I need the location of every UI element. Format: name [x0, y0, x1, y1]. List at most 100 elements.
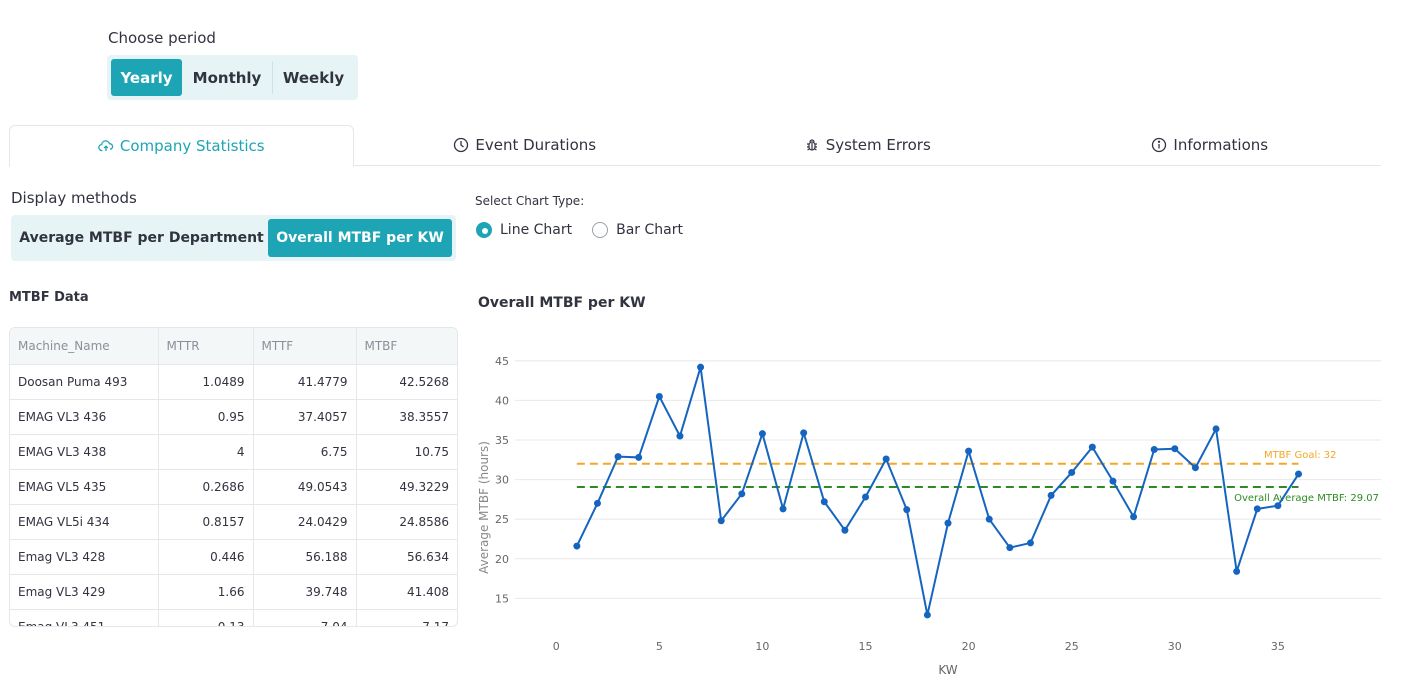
data-point — [1088, 443, 1096, 451]
reference-line-label: MTBF Goal: 32 — [1264, 450, 1337, 461]
data-point — [985, 515, 993, 523]
data-point — [676, 432, 684, 440]
x-tick-label: 10 — [755, 640, 769, 653]
data-point — [1150, 446, 1158, 453]
y-tick-label: 45 — [495, 355, 509, 368]
x-tick-label: 20 — [962, 640, 976, 653]
table-cell: 0.446 — [158, 539, 254, 575]
x-axis-label: KW — [938, 663, 957, 677]
display-method-selector: Average MTBF per Department Overall MTBF… — [11, 215, 456, 261]
table-cell: 41.408 — [356, 574, 457, 610]
x-tick-label: 0 — [553, 640, 560, 653]
data-point — [903, 506, 911, 514]
table-cell: 24.0429 — [253, 504, 357, 540]
table-cell: 41.4779 — [253, 364, 357, 400]
mtbf-line-chart: 15 20 25 30 35 40 45 0 5 10 15 20 25 30 35 KW Average MT… — [477, 355, 1381, 677]
column-header[interactable]: Machine_Name — [10, 328, 159, 365]
x-tick-label: 25 — [1065, 640, 1079, 653]
table-cell: 42.5268 — [356, 364, 457, 400]
table-cell: 6.75 — [253, 434, 357, 470]
period-weekly-button[interactable]: Weekly — [282, 68, 345, 87]
table-cell: 1.66 — [158, 574, 254, 610]
table-row[interactable]: Doosan Puma 493 1.0489 41.4779 42.5268 — [10, 364, 457, 400]
table-row[interactable]: Emag VL3 451 0.13 7.04 7.17 — [10, 609, 457, 626]
table-row[interactable]: EMAG VL5 435 0.2686 49.0543 49.3229 — [10, 469, 457, 505]
table-cell: EMAG VL3 438 — [10, 434, 159, 470]
data-point — [800, 429, 808, 437]
table-cell: 7.17 — [356, 609, 457, 626]
tab-label: Informations — [1173, 136, 1269, 154]
column-header[interactable]: MTBF — [356, 328, 457, 365]
data-point — [1047, 491, 1055, 499]
mtbf-data-table[interactable]: Machine_Name MTTR MTTF MTBF Doosan Puma … — [9, 327, 458, 627]
table-cell: 38.3557 — [356, 399, 457, 435]
display-methods-label: Display methods — [11, 189, 137, 207]
tab-system-errors[interactable]: System Errors — [696, 125, 1039, 165]
tab-informations[interactable]: Informations — [1039, 125, 1382, 165]
table-row[interactable]: EMAG VL5i 434 0.8157 24.0429 24.8586 — [10, 504, 457, 540]
data-point — [1212, 425, 1220, 433]
table-cell: 56.634 — [356, 539, 457, 575]
table-row[interactable]: EMAG VL3 436 0.95 37.4057 38.3557 — [10, 399, 457, 435]
table-cell: 39.748 — [253, 574, 357, 610]
display-overall-mtbf-kw-button[interactable]: Overall MTBF per KW — [268, 219, 452, 257]
line-chart-radio[interactable]: Line Chart — [476, 222, 572, 238]
data-point — [1295, 470, 1303, 478]
table-cell: EMAG VL3 436 — [10, 399, 159, 435]
table-header-row: Machine_Name MTTR MTTF MTBF — [10, 328, 457, 365]
column-header[interactable]: MTTF — [253, 328, 357, 365]
data-point — [614, 453, 622, 461]
display-avg-mtbf-department-button[interactable]: Average MTBF per Department — [19, 230, 264, 246]
info-icon — [1152, 137, 1167, 153]
table-row[interactable]: Emag VL3 429 1.66 39.748 41.408 — [10, 574, 457, 610]
data-point — [1233, 567, 1241, 575]
bar-chart-radio[interactable]: Bar Chart — [592, 222, 683, 238]
table-row[interactable]: Emag VL3 428 0.446 56.188 56.634 — [10, 539, 457, 575]
period-yearly-button[interactable]: Yearly — [111, 59, 182, 96]
table-cell: 37.4057 — [253, 399, 357, 435]
tab-bar: Company Statistics Event Durations Syste… — [9, 125, 1382, 167]
data-point — [1253, 505, 1261, 513]
table-cell: 1.0489 — [158, 364, 254, 400]
divider — [272, 61, 273, 94]
table-cell: 24.8586 — [356, 504, 457, 540]
tab-label: Event Durations — [475, 136, 597, 154]
table-cell: EMAG VL5 435 — [10, 469, 159, 505]
table-cell: 0.95 — [158, 399, 254, 435]
table-row[interactable]: EMAG VL3 438 4 6.75 10.75 — [10, 434, 457, 470]
data-point — [965, 447, 973, 455]
data-point — [841, 526, 849, 534]
table-cell: 49.0543 — [253, 469, 357, 505]
cloud-upload-icon — [98, 140, 114, 152]
table-cell: 10.75 — [356, 434, 457, 470]
radio-checked-icon — [476, 222, 492, 238]
y-axis-label: Average MTBF (hours) — [477, 441, 491, 574]
data-point — [1191, 464, 1199, 472]
data-point — [573, 542, 581, 550]
data-point — [717, 517, 725, 525]
period-monthly-button[interactable]: Monthly — [192, 68, 262, 87]
chart-title: Overall MTBF per KW — [478, 295, 646, 311]
data-point — [882, 455, 890, 463]
data-point — [738, 490, 746, 498]
tab-company-statistics[interactable]: Company Statistics — [9, 125, 354, 167]
radio-label: Bar Chart — [616, 222, 683, 238]
y-tick-label: 25 — [495, 513, 509, 526]
mtbf-data-title: MTBF Data — [9, 290, 89, 305]
series-line — [575, 366, 1300, 616]
tab-label: System Errors — [825, 136, 931, 154]
data-point — [1026, 539, 1034, 547]
data-point — [1171, 445, 1179, 453]
table-cell: 4 — [158, 434, 254, 470]
y-tick-label: 30 — [495, 474, 509, 487]
x-tick-label: 35 — [1271, 640, 1285, 653]
table-cell: 56.188 — [253, 539, 357, 575]
table-cell: Emag VL3 451 — [10, 609, 159, 626]
chart-type-label: Select Chart Type: — [475, 194, 585, 208]
data-point — [1109, 477, 1117, 485]
data-point — [593, 499, 601, 507]
radio-label: Line Chart — [500, 222, 573, 238]
column-header[interactable]: MTTR — [158, 328, 254, 365]
y-tick-label: 35 — [495, 434, 509, 447]
tab-event-durations[interactable]: Event Durations — [354, 125, 697, 165]
